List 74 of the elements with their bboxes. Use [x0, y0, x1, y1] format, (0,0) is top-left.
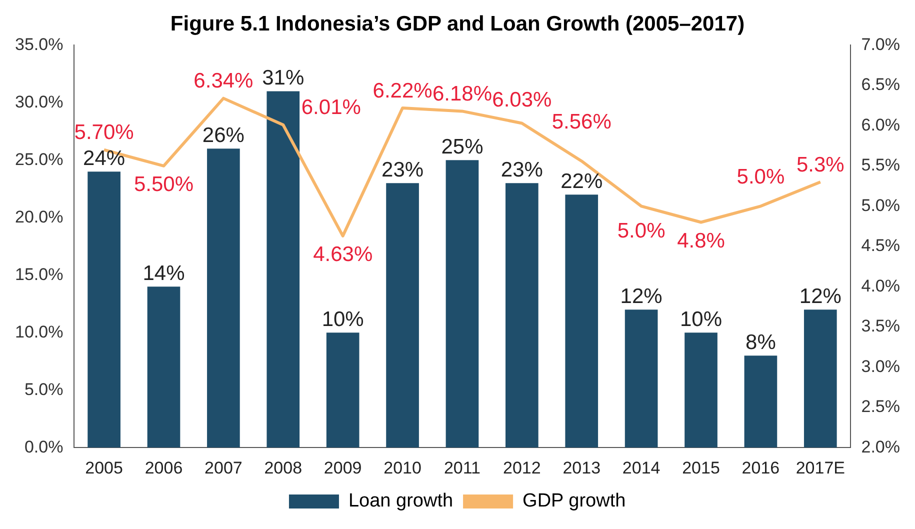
- y2-tick-label: 3.5%: [861, 316, 900, 336]
- data-label: 12%: [620, 284, 662, 308]
- y2-tick-label: 4.5%: [861, 236, 900, 256]
- data-label: 8%: [746, 330, 776, 354]
- data-label: 5.56%: [552, 110, 612, 134]
- data-label: 5.50%: [134, 173, 194, 196]
- data-label: 24%: [83, 146, 126, 170]
- x-tick-label: 2008: [264, 458, 302, 478]
- bar: [624, 310, 658, 448]
- data-label: 5.0%: [617, 219, 666, 242]
- data-label: 6.22%: [372, 79, 432, 102]
- data-label: 25%: [441, 135, 484, 158]
- x-tick-label: 2007: [204, 458, 242, 478]
- x-tick-label: 2013: [562, 458, 601, 478]
- data-label: 10%: [322, 308, 364, 331]
- data-label: 12%: [799, 284, 842, 308]
- x-tick-label: 2016: [742, 458, 780, 478]
- y-tick-label: 25.0%: [15, 150, 64, 169]
- y-tick-label: 5.0%: [24, 380, 64, 399]
- x-tick-label: 2006: [144, 458, 183, 478]
- bar: [565, 194, 598, 448]
- data-label: 5.70%: [74, 121, 134, 144]
- chart-title: Figure 5.1 Indonesia’s GDP and Loan Growth (2005–2017): [170, 12, 745, 36]
- bar: [506, 183, 538, 448]
- y2-tick-label: 3.0%: [861, 356, 900, 376]
- data-label: 6.34%: [194, 70, 254, 93]
- y2-tick-label: 2.5%: [861, 397, 900, 416]
- data-label: 26%: [202, 124, 244, 147]
- y2-tick-label: 6.5%: [861, 75, 900, 94]
- data-label: 31%: [262, 66, 304, 90]
- data-label: 6.03%: [492, 88, 552, 112]
- data-label: 23%: [382, 158, 424, 182]
- bar: [386, 183, 419, 448]
- y-tick-label: 0.0%: [24, 437, 64, 456]
- bar: [684, 332, 718, 448]
- y-tick-label: 15.0%: [15, 264, 64, 284]
- x-tick-label: 2009: [324, 458, 362, 478]
- data-label: 4.63%: [313, 243, 373, 266]
- x-tick-label: 2012: [503, 458, 541, 478]
- y-tick-label: 30.0%: [15, 92, 64, 112]
- bar: [326, 332, 360, 448]
- data-label: 10%: [680, 308, 722, 331]
- y2-tick-label: 4.0%: [861, 276, 900, 296]
- data-label: 14%: [142, 262, 185, 285]
- bar: [266, 91, 300, 448]
- data-label: 23%: [500, 158, 543, 182]
- y2-tick-label: 7.0%: [861, 34, 900, 54]
- data-label: 5.0%: [736, 165, 785, 188]
- y2-tick-label: 5.0%: [861, 196, 900, 215]
- x-tick-label: 2017E: [796, 458, 845, 478]
- x-tick-label: 2015: [682, 458, 720, 478]
- bar: [147, 286, 180, 448]
- bar: [207, 148, 240, 448]
- bar: [446, 160, 479, 448]
- data-label: 4.8%: [677, 230, 725, 253]
- data-label: 6.01%: [301, 96, 361, 120]
- data-label: 5.3%: [796, 153, 844, 176]
- y-tick-label: 10.0%: [15, 322, 64, 342]
- bar: [744, 356, 778, 448]
- legend-label: GDP growth: [522, 490, 626, 512]
- x-tick-label: 2010: [384, 458, 422, 478]
- y-tick-label: 20.0%: [15, 207, 64, 226]
- legend-label: Loan growth: [348, 490, 454, 512]
- bar: [804, 310, 837, 448]
- x-tick-label: 2005: [85, 458, 123, 478]
- bar: [88, 172, 120, 448]
- y2-tick-label: 5.5%: [861, 156, 900, 175]
- x-tick-label: 2011: [444, 458, 481, 478]
- x-tick-label: 2014: [622, 458, 660, 478]
- data-label: 6.18%: [432, 82, 492, 106]
- y-tick-label: 35.0%: [15, 34, 64, 54]
- data-label: 22%: [560, 170, 603, 193]
- y2-tick-label: 2.0%: [861, 437, 900, 456]
- y2-tick-label: 6.0%: [861, 115, 900, 134]
